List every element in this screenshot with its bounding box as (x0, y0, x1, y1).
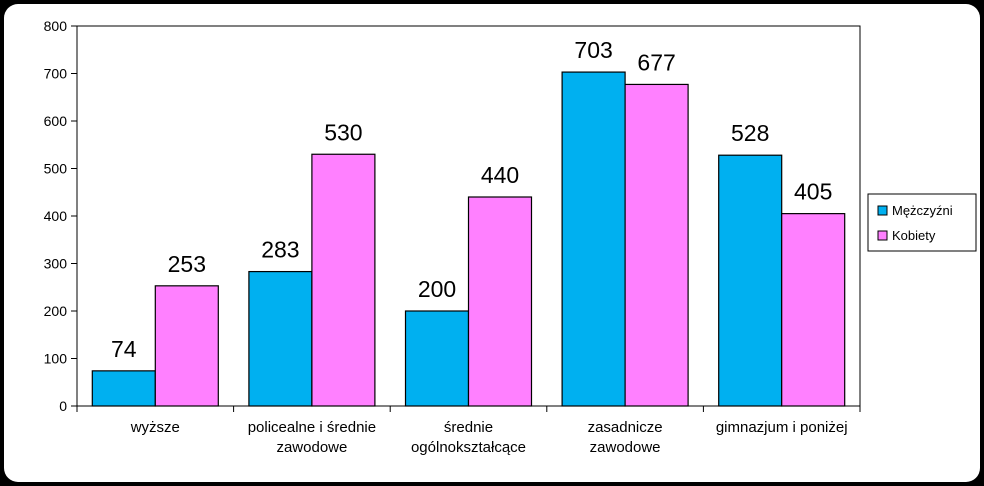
legend-swatch (877, 205, 888, 216)
data-label: 530 (324, 119, 362, 145)
x-category-label: zasadnicze (588, 419, 663, 436)
y-tick-label: 200 (44, 303, 68, 319)
y-tick-label: 300 (44, 256, 68, 272)
x-category-label: policealne i średnie (248, 419, 376, 436)
bar (467, 196, 533, 407)
bar (311, 153, 376, 407)
y-tick-label: 400 (44, 208, 68, 224)
data-label: 405 (794, 179, 832, 205)
plot-area: 0 100 200 300 400 500 600 700 800 74 253 wyższe 283 5… (44, 18, 861, 456)
data-label: 283 (261, 237, 299, 263)
bar (781, 213, 846, 407)
x-category-label: zawodowe (590, 439, 661, 456)
legend: Mężczyźni Kobiety (867, 193, 977, 252)
bar (248, 270, 313, 407)
y-tick-label: 700 (44, 66, 68, 82)
chart-frame: 0 100 200 300 400 500 600 700 800 74 253 wyższe 283 5… (4, 4, 980, 482)
bar (154, 285, 219, 407)
data-label: 677 (637, 49, 675, 75)
bar (91, 370, 156, 407)
bar (718, 154, 783, 407)
data-label: 253 (168, 251, 206, 277)
data-label: 440 (481, 162, 519, 188)
x-category-label: wyższe (130, 419, 180, 436)
data-label: 200 (418, 276, 456, 302)
y-tick-label: 600 (44, 113, 68, 129)
bar (404, 310, 470, 407)
data-label: 74 (111, 336, 137, 362)
x-category-label: zawodowe (276, 439, 347, 456)
y-tick-label: 0 (59, 398, 67, 414)
data-label: 528 (731, 120, 769, 146)
y-tick-label: 800 (44, 18, 68, 34)
legend-swatch (877, 230, 888, 241)
y-tick-label: 100 (44, 351, 68, 367)
bar-chart: 0 100 200 300 400 500 600 700 800 74 253 wyższe 283 5… (44, 18, 977, 456)
x-category-label: gimnazjum i poniżej (716, 419, 848, 436)
legend-box (867, 193, 977, 252)
x-category-label: średnie (444, 419, 493, 436)
y-tick-label: 500 (44, 161, 68, 177)
bar (561, 71, 626, 407)
legend-label: Kobiety (892, 228, 936, 243)
bar (624, 83, 689, 407)
x-category-label: ogólnokształcące (411, 439, 526, 456)
legend-label: Mężczyźni (892, 203, 953, 218)
data-label: 703 (574, 37, 612, 63)
